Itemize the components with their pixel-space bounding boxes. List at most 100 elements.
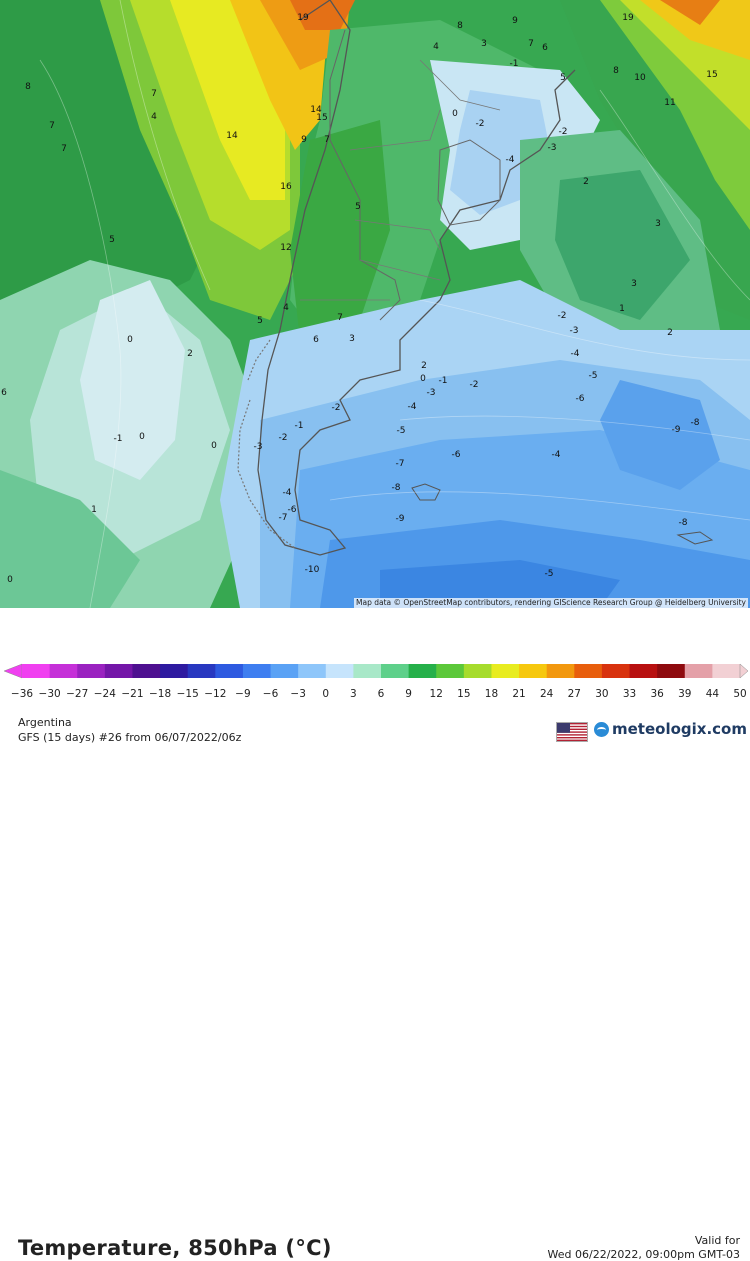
temperature-label: -4 — [552, 450, 561, 460]
temperature-label: 1 — [619, 304, 625, 314]
scale-tick-label: −24 — [93, 688, 116, 700]
scale-tick-label: −6 — [262, 688, 279, 700]
scale-swatch — [546, 664, 575, 678]
temperature-label: -6 — [576, 394, 585, 404]
temperature-label: 0 — [7, 575, 13, 585]
scale-arrow-high — [739, 663, 749, 679]
scale-tick-label: −18 — [148, 688, 172, 700]
temperature-label: -1 — [114, 434, 123, 444]
scale-tick-label: 21 — [512, 688, 526, 700]
scale-swatch — [49, 664, 78, 678]
temperature-label: 0 — [211, 441, 217, 451]
scale-tick-label: 24 — [540, 688, 554, 700]
scale-tick-label: −36 — [10, 688, 34, 700]
temperature-label: -6 — [452, 450, 461, 460]
temperature-label: 0 — [127, 335, 133, 345]
temperature-label: 3 — [481, 39, 487, 49]
temperature-map[interactable]: 19 8 9 19 4 3 7 6 -1 5 8 10 15 8 7 4 14 15 0 -2 11 7 14 9 7 -2 -3 7… — [0, 0, 750, 608]
map-attribution[interactable]: Map data © OpenStreetMap contributors, r… — [354, 598, 748, 608]
scale-tick-label: 44 — [705, 688, 720, 700]
temperature-label: 9 — [512, 16, 518, 26]
scale-swatch — [657, 664, 686, 678]
model-run-info: GFS (15 days) #26 from 06/07/2022/06z — [18, 731, 242, 744]
legend-title: Temperature, 850hPa (°C) — [18, 1236, 332, 1260]
temperature-label: -1 — [295, 421, 304, 431]
scale-tick-label: 12 — [429, 688, 443, 700]
temperature-label: 7 — [151, 89, 157, 99]
temperature-label: 7 — [324, 135, 330, 145]
temperature-label: 6 — [1, 388, 7, 398]
temperature-label: -2 — [470, 380, 479, 390]
temperature-label: 6 — [542, 43, 548, 53]
temperature-label: -4 — [408, 402, 417, 412]
temperature-label: -4 — [283, 488, 292, 498]
scale-swatch — [215, 664, 244, 678]
scale-tick-label: 3 — [350, 688, 357, 700]
temperature-label: 14 — [226, 131, 238, 141]
temperature-label: 4 — [433, 42, 439, 52]
scale-swatch — [381, 664, 410, 678]
temperature-label: 3 — [655, 219, 661, 229]
color-scale-bar — [3, 663, 749, 679]
temperature-label: 16 — [280, 182, 292, 192]
scale-tick-label: −27 — [66, 688, 89, 700]
temperature-label: -8 — [679, 518, 688, 528]
temperature-label: 2 — [583, 177, 589, 187]
scale-swatch — [132, 664, 161, 678]
temperature-label: 5 — [257, 316, 263, 326]
temperature-label: 4 — [151, 112, 157, 122]
us-flag-icon[interactable] — [556, 722, 588, 742]
scale-arrow-low — [3, 663, 23, 679]
valid-label: Valid for — [694, 1234, 740, 1247]
temperature-label: 15 — [316, 113, 327, 123]
temperature-label: 5 — [109, 235, 115, 245]
temperature-label: -8 — [392, 483, 401, 493]
temperature-label: -9 — [672, 425, 681, 435]
scale-swatch — [463, 664, 492, 678]
scale-tick-label: 27 — [567, 688, 581, 700]
scale-swatch — [519, 664, 548, 678]
temperature-label: -9 — [396, 514, 405, 524]
scale-swatch — [187, 664, 216, 678]
temperature-label: -7 — [279, 513, 288, 523]
temperature-label: -2 — [559, 127, 568, 137]
scale-swatch — [601, 664, 631, 678]
temperature-label: 10 — [634, 73, 646, 83]
temperature-label: 0 — [420, 374, 426, 384]
temperature-label: 19 — [622, 13, 634, 23]
temperature-label: -3 — [548, 143, 557, 153]
scale-swatch — [684, 664, 713, 678]
scale-swatch — [325, 664, 354, 678]
temperature-label: -1 — [439, 376, 448, 386]
scale-tick-label: 36 — [650, 688, 664, 700]
temperature-label: -8 — [691, 418, 700, 428]
temperature-label: 14 — [310, 105, 322, 115]
temperature-label: -3 — [427, 388, 436, 398]
scale-tick-label: −9 — [235, 688, 251, 700]
brand-logo[interactable]: meteologix.com — [594, 720, 747, 738]
temperature-label: 15 — [706, 70, 717, 80]
scale-swatch — [270, 664, 299, 678]
scale-swatch — [491, 664, 520, 678]
temperature-label: 1 — [91, 505, 97, 515]
scale-tick-label: 30 — [595, 688, 609, 700]
temperature-label: 3 — [631, 279, 637, 289]
scale-swatch — [629, 664, 658, 678]
scale-swatch — [574, 664, 603, 678]
temperature-label: 7 — [61, 144, 67, 154]
temperature-label: 12 — [280, 243, 291, 253]
scale-tick-label: −3 — [290, 688, 306, 700]
scale-tick-label: −15 — [176, 688, 199, 700]
scale-swatch — [353, 664, 382, 678]
scale-tick-label: −21 — [121, 688, 144, 700]
scale-tick-label: 39 — [678, 688, 692, 700]
temperature-label: -2 — [476, 119, 485, 129]
temperature-label: 2 — [667, 328, 673, 338]
scale-tick-label: 15 — [457, 688, 471, 700]
temperature-label: 9 — [301, 135, 307, 145]
temperature-label: 6 — [313, 335, 319, 345]
temperature-label: -3 — [254, 442, 263, 452]
scale-swatch — [408, 664, 437, 678]
region-name: Argentina — [18, 716, 72, 729]
